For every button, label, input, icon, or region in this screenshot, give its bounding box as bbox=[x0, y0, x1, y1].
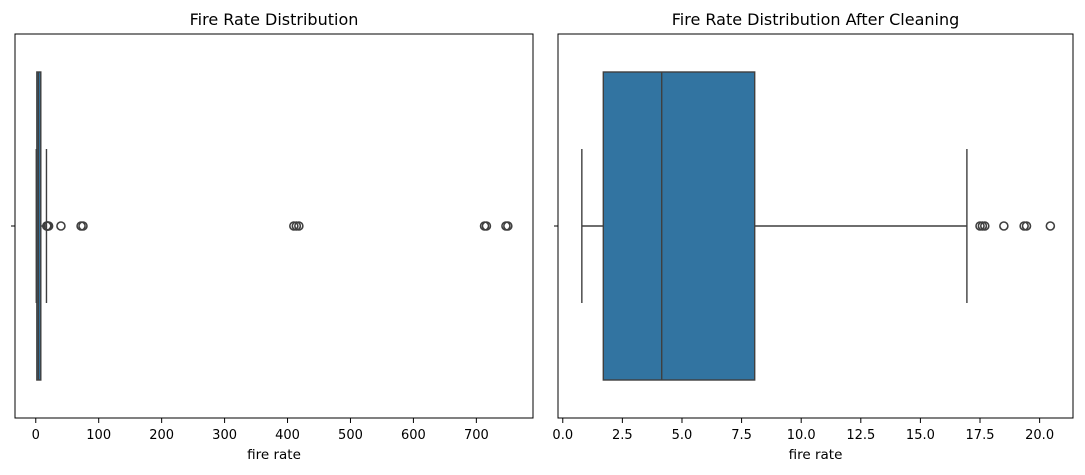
x-tick-label: 5.0 bbox=[672, 428, 693, 443]
outlier-point bbox=[979, 221, 990, 231]
x-tick-label: 10.0 bbox=[787, 428, 816, 443]
x-tick-label: 100 bbox=[86, 428, 111, 443]
outlier-point bbox=[1045, 221, 1056, 231]
outlier-point bbox=[503, 221, 513, 231]
outlier-point bbox=[78, 221, 88, 231]
x-tick-label: 12.5 bbox=[846, 428, 875, 443]
outlier-point bbox=[481, 221, 492, 231]
x-tick-label: 17.5 bbox=[966, 428, 995, 443]
x-axis-label: fire rate bbox=[789, 447, 843, 463]
x-tick-label: 300 bbox=[212, 428, 237, 443]
outlier-point bbox=[1021, 221, 1032, 231]
x-tick-label: 500 bbox=[338, 428, 363, 443]
outlier-point bbox=[294, 221, 304, 231]
box-iqr bbox=[602, 71, 756, 381]
x-tick-label: 200 bbox=[149, 428, 174, 443]
x-tick-label: 7.5 bbox=[731, 428, 752, 443]
chart-panel-fire-rate-distribution: Fire Rate Distribution fire rate 0 100 200… bbox=[11, 10, 534, 463]
x-tick-label: 20.0 bbox=[1025, 428, 1054, 443]
x-axis-label: fire rate bbox=[247, 447, 301, 463]
outlier-point bbox=[43, 221, 54, 231]
chart-panel-fire-rate-after-cleaning: Fire Rate Distribution After Cleaning fi… bbox=[552, 10, 1074, 463]
x-tick-label: 0.0 bbox=[552, 428, 573, 443]
x-tick-label: 0 bbox=[32, 428, 40, 443]
x-tick-label: 15.0 bbox=[906, 428, 935, 443]
outlier-point bbox=[999, 221, 1009, 231]
x-tick-label: 400 bbox=[275, 428, 300, 443]
x-tick-label: 600 bbox=[401, 428, 426, 443]
chart-title: Fire Rate Distribution bbox=[190, 10, 359, 29]
outlier-point bbox=[56, 221, 66, 231]
x-tick-label: 2.5 bbox=[612, 428, 633, 443]
plot-frame bbox=[14, 33, 534, 419]
chart-title: Fire Rate Distribution After Cleaning bbox=[672, 10, 960, 29]
x-tick-label: 700 bbox=[464, 428, 489, 443]
